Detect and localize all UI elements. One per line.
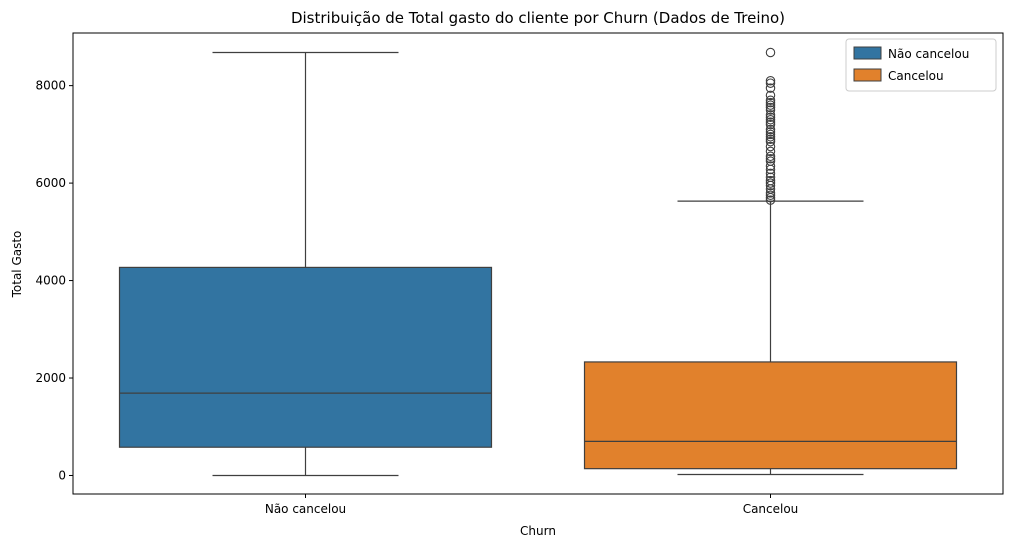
y-tick-label: 8000 <box>35 79 66 93</box>
x-tick-label: Não cancelou <box>265 502 346 516</box>
outlier-point <box>765 110 776 120</box>
y-tick-label: 6000 <box>35 176 66 190</box>
outlier-point <box>765 172 776 182</box>
legend-swatch <box>853 68 882 82</box>
outlier-point <box>765 119 776 130</box>
outlier-point <box>765 112 776 123</box>
outlier-point <box>765 188 776 198</box>
outlier-point <box>765 161 776 171</box>
plot-frame <box>72 32 1004 495</box>
outlier-point <box>765 141 776 152</box>
outlier-point <box>765 90 776 101</box>
outlier-point <box>765 153 776 164</box>
outlier-point <box>765 76 776 86</box>
outlier-point <box>765 105 776 115</box>
y-tick-label: 0 <box>58 468 66 482</box>
y-axis-label: Total Gasto <box>10 231 24 299</box>
outlier-point <box>765 83 776 93</box>
chart-title: Distribuição de Total gasto do cliente p… <box>291 9 785 27</box>
outlier-point <box>765 114 776 125</box>
y-tick-label: 4000 <box>35 274 66 288</box>
box-group <box>583 47 958 476</box>
y-tick-label: 2000 <box>35 371 66 385</box>
outlier-point <box>765 151 776 162</box>
legend: Não cancelou Cancelou <box>845 38 997 92</box>
outlier-point <box>765 100 776 110</box>
legend-label: Cancelou <box>888 69 944 83</box>
outlier-point <box>765 136 776 147</box>
outlier-point <box>765 129 776 140</box>
outlier-point <box>765 124 776 135</box>
outlier-point <box>765 97 776 108</box>
outlier-point <box>765 168 776 179</box>
box-iqr <box>118 266 493 448</box>
outlier-point <box>765 78 776 88</box>
x-axis-label: Churn <box>520 524 556 538</box>
legend-swatch <box>853 46 882 60</box>
x-tick-label: Cancelou <box>743 502 799 516</box>
outlier-point <box>765 195 776 205</box>
outlier-point <box>765 47 776 58</box>
outlier-point <box>765 146 776 157</box>
outlier-point <box>765 178 776 188</box>
outlier-point <box>765 156 776 166</box>
legend-box <box>845 38 997 92</box>
legend-label: Não cancelou <box>888 47 969 61</box>
outlier-point <box>765 134 776 144</box>
outlier-point <box>765 95 776 105</box>
outlier-point <box>765 132 776 142</box>
outlier-point <box>765 175 776 186</box>
outlier-point <box>765 102 776 113</box>
box-iqr <box>583 361 958 470</box>
box-group <box>118 51 493 477</box>
outlier-point <box>765 127 776 137</box>
outlier-point <box>765 190 776 201</box>
outlier-point <box>765 117 776 127</box>
